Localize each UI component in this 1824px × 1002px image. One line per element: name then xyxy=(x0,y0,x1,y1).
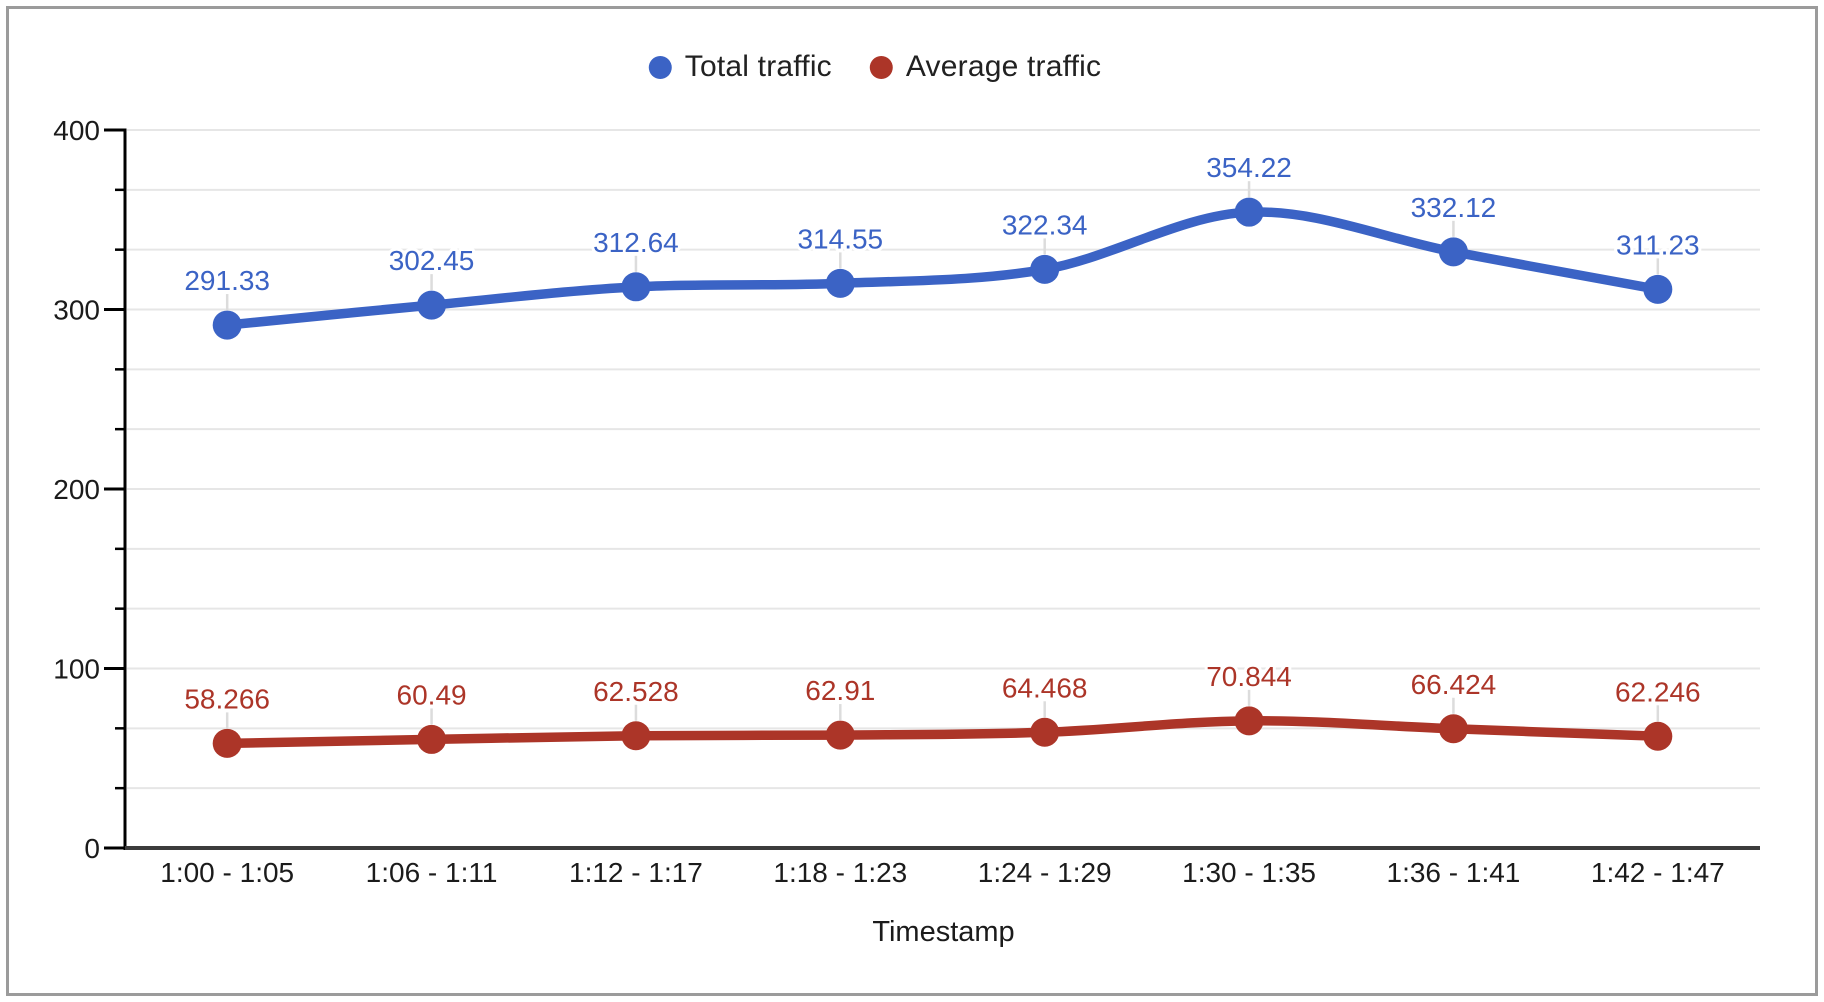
chart-frame xyxy=(6,6,1818,996)
data-point-label: 291.33 xyxy=(184,265,270,296)
x-tick-label: 1:18 - 1:23 xyxy=(773,857,907,888)
data-point-label: 312.64 xyxy=(593,227,679,258)
y-tick-label: 400 xyxy=(53,115,100,146)
data-point-label: 322.34 xyxy=(1002,209,1088,240)
legend-label: Total traffic xyxy=(684,50,832,83)
data-point[interactable] xyxy=(1438,237,1468,267)
data-point[interactable] xyxy=(825,268,855,298)
data-point[interactable] xyxy=(621,721,651,751)
y-tick-label: 200 xyxy=(53,474,100,505)
data-point[interactable] xyxy=(621,272,651,302)
x-tick-label: 1:36 - 1:41 xyxy=(1387,857,1521,888)
legend-swatch-icon xyxy=(648,55,672,79)
data-point-label: 62.528 xyxy=(593,676,679,707)
x-tick-label: 1:12 - 1:17 xyxy=(569,857,703,888)
x-tick-label: 1:06 - 1:11 xyxy=(366,857,498,888)
data-point[interactable] xyxy=(1030,717,1060,747)
legend-label: Average traffic xyxy=(905,50,1102,83)
chart-legend: Total traffic Average traffic xyxy=(648,50,1102,84)
data-point[interactable] xyxy=(212,728,242,758)
data-point-label: 66.424 xyxy=(1411,669,1497,700)
x-axis-title: Timestamp xyxy=(872,916,1015,948)
data-point[interactable] xyxy=(1234,706,1264,736)
legend-item-average-traffic[interactable]: Average traffic xyxy=(869,50,1102,84)
data-point-label: 332.12 xyxy=(1411,192,1497,223)
x-tick-label: 1:24 - 1:29 xyxy=(978,857,1112,888)
data-point-label: 62.246 xyxy=(1615,676,1701,707)
x-tick-label: 1:00 - 1:05 xyxy=(160,857,294,888)
data-point-label: 314.55 xyxy=(797,223,883,254)
data-point-label: 302.45 xyxy=(389,245,475,276)
data-point[interactable] xyxy=(1643,274,1673,304)
data-point-label: 58.266 xyxy=(184,683,270,714)
data-point-label: 311.23 xyxy=(1616,229,1700,260)
data-point-label: 354.22 xyxy=(1206,152,1292,183)
data-point[interactable] xyxy=(825,720,855,750)
data-point[interactable] xyxy=(417,724,447,754)
y-tick-label: 100 xyxy=(53,654,100,685)
data-point[interactable] xyxy=(417,290,447,320)
legend-item-total-traffic[interactable]: Total traffic xyxy=(648,50,832,84)
y-tick-label: 0 xyxy=(84,833,100,864)
data-point-label: 64.468 xyxy=(1002,672,1088,703)
data-point-label: 60.49 xyxy=(397,679,467,710)
data-point[interactable] xyxy=(1030,254,1060,284)
series-line xyxy=(222,716,1663,749)
data-point[interactable] xyxy=(212,310,242,340)
series-line xyxy=(222,207,1663,330)
legend-swatch-icon xyxy=(869,55,893,79)
data-point-label: 70.844 xyxy=(1206,661,1292,692)
x-tick-label: 1:30 - 1:35 xyxy=(1182,857,1316,888)
data-point-label: 62.91 xyxy=(805,675,875,706)
data-point[interactable] xyxy=(1234,197,1264,227)
data-point[interactable] xyxy=(1643,721,1673,751)
y-tick-label: 300 xyxy=(53,295,100,326)
data-point[interactable] xyxy=(1438,714,1468,744)
x-tick-label: 1:42 - 1:47 xyxy=(1591,857,1725,888)
